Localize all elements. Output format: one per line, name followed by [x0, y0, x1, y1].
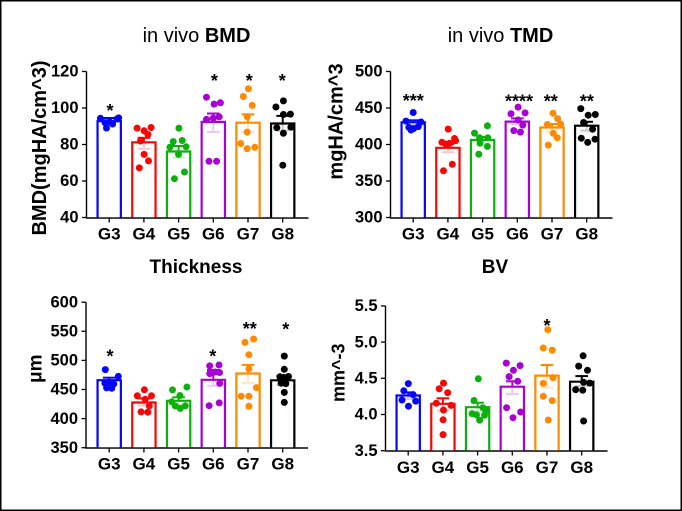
svg-text:***: ***: [403, 91, 424, 111]
svg-text:G7: G7: [536, 458, 559, 477]
svg-text:BMD(mgHA/cm^3): BMD(mgHA/cm^3): [29, 60, 51, 235]
svg-text:450: 450: [50, 381, 78, 399]
svg-text:400: 400: [50, 410, 78, 428]
svg-text:500: 500: [355, 63, 383, 81]
svg-text:**: **: [243, 319, 257, 339]
svg-text:G7: G7: [237, 455, 260, 474]
svg-text:G3: G3: [402, 225, 425, 244]
svg-text:****: ****: [505, 92, 533, 112]
svg-text:G5: G5: [466, 458, 489, 477]
svg-text:Thickness: Thickness: [150, 257, 243, 278]
svg-text:*: *: [106, 101, 113, 121]
svg-text:80: 80: [60, 136, 78, 154]
svg-text:G8: G8: [271, 455, 294, 474]
svg-text:mgHA/cm^3: mgHA/cm^3: [326, 63, 348, 179]
svg-text:μm: μm: [26, 354, 47, 383]
svg-text:in vivo TMD: in vivo TMD: [448, 25, 554, 47]
svg-text:450: 450: [355, 99, 383, 117]
svg-text:5.0: 5.0: [355, 333, 378, 351]
svg-text:G4: G4: [437, 225, 460, 244]
svg-text:350: 350: [50, 439, 78, 457]
svg-text:550: 550: [50, 323, 78, 341]
svg-text:G4: G4: [133, 225, 156, 244]
svg-text:350: 350: [355, 172, 383, 190]
svg-text:BV: BV: [482, 257, 509, 278]
svg-text:*: *: [211, 71, 218, 91]
svg-text:G5: G5: [167, 225, 190, 244]
svg-text:*: *: [106, 346, 113, 366]
svg-text:60: 60: [60, 172, 78, 190]
svg-text:100: 100: [51, 99, 79, 117]
svg-text:mm^-3: mm^-3: [329, 343, 349, 402]
svg-text:5.5: 5.5: [355, 297, 378, 315]
svg-text:**: **: [580, 92, 594, 112]
svg-text:G4: G4: [432, 458, 455, 477]
svg-text:G8: G8: [271, 225, 294, 244]
svg-text:G4: G4: [133, 455, 156, 474]
svg-text:300: 300: [355, 209, 383, 227]
svg-text:G6: G6: [202, 455, 225, 474]
svg-text:G3: G3: [98, 455, 121, 474]
svg-text:*: *: [246, 71, 253, 91]
svg-text:4.5: 4.5: [355, 370, 378, 388]
svg-text:G5: G5: [167, 455, 190, 474]
svg-text:G8: G8: [570, 458, 593, 477]
svg-text:500: 500: [50, 352, 78, 370]
svg-text:in vivo BMD: in vivo BMD: [143, 25, 251, 47]
svg-text:G6: G6: [501, 458, 524, 477]
svg-text:40: 40: [60, 209, 78, 227]
svg-text:G6: G6: [506, 225, 529, 244]
svg-text:G3: G3: [397, 458, 420, 477]
svg-text:*: *: [282, 320, 289, 340]
svg-text:120: 120: [51, 63, 79, 81]
svg-text:G7: G7: [541, 225, 564, 244]
svg-text:**: **: [544, 92, 558, 112]
svg-text:400: 400: [355, 136, 383, 154]
svg-text:G3: G3: [98, 225, 121, 244]
svg-text:G5: G5: [471, 225, 494, 244]
svg-text:*: *: [279, 71, 286, 91]
svg-text:G8: G8: [575, 225, 598, 244]
svg-text:G7: G7: [237, 225, 260, 244]
svg-text:3.5: 3.5: [355, 442, 378, 460]
svg-text:600: 600: [50, 293, 78, 311]
svg-text:*: *: [209, 346, 216, 366]
svg-text:*: *: [543, 316, 550, 336]
svg-text:G6: G6: [202, 225, 225, 244]
svg-text:4.0: 4.0: [355, 406, 378, 424]
